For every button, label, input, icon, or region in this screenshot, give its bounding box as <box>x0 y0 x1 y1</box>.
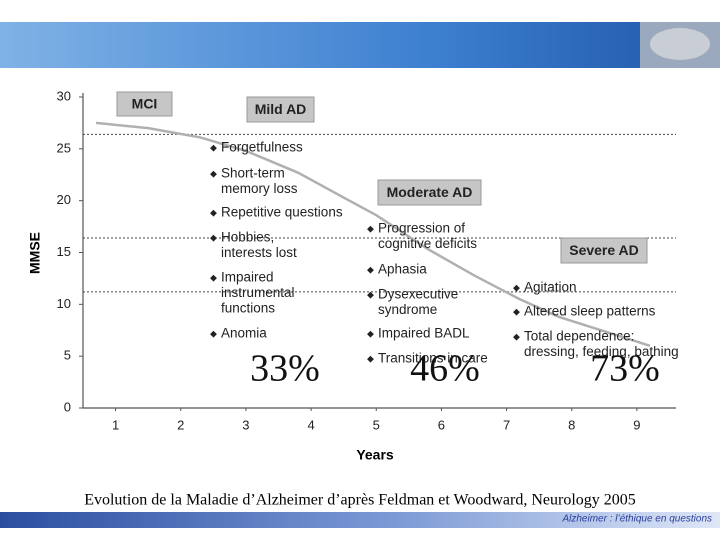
symptom-text: functions <box>221 301 275 316</box>
symptom-text: Aphasia <box>378 262 427 277</box>
bullet: ◆ <box>367 289 374 299</box>
bottom-band <box>0 512 720 528</box>
symptom-text: Forgetfulness <box>221 140 303 155</box>
stage-label: Severe AD <box>569 242 639 258</box>
y-tick-label: 0 <box>64 399 71 414</box>
x-tick-label: 8 <box>568 417 575 432</box>
percentage: 46% <box>410 348 480 390</box>
symptom-text: Anomia <box>221 326 267 341</box>
x-tick-label: 9 <box>633 417 640 432</box>
y-tick-label: 5 <box>64 348 71 363</box>
stage-box <box>560 237 648 264</box>
x-tick-label: 5 <box>373 417 380 432</box>
y-tick-label: 30 <box>57 88 71 103</box>
stage-label: MCI <box>132 96 158 112</box>
bullet: ◆ <box>513 282 520 292</box>
symptom-text: cognitive deficits <box>378 236 477 251</box>
y-tick-label: 20 <box>57 192 71 207</box>
bullet: ◆ <box>367 353 374 363</box>
bullet: ◆ <box>210 207 217 217</box>
banner-image-detail <box>650 28 710 60</box>
x-tick-label: 6 <box>438 417 445 432</box>
symptom-text: interests lost <box>221 245 297 260</box>
symptom-text: Progression of <box>378 221 465 236</box>
bullet: ◆ <box>367 328 374 338</box>
y-tick-label: 10 <box>57 296 71 311</box>
bullet: ◆ <box>210 328 217 338</box>
symptom-text: syndrome <box>378 302 437 317</box>
x-tick-label: 4 <box>307 417 314 432</box>
y-tick-label: 25 <box>57 140 71 155</box>
bullet: ◆ <box>367 223 374 233</box>
bullet: ◆ <box>210 272 217 282</box>
y-axis-label: MMSE <box>27 232 43 274</box>
mmse-curve <box>95 121 651 347</box>
symptom-text: Altered sleep patterns <box>524 304 656 319</box>
bullet: ◆ <box>210 232 217 242</box>
caption: Evolution de la Maladie d’Alzheimer d’ap… <box>84 492 636 509</box>
symptom-text: Total dependence: <box>524 329 634 344</box>
x-axis-label: Years <box>356 447 394 463</box>
symptom-text: Repetitive questions <box>221 205 343 220</box>
stage-label: Moderate AD <box>387 184 473 200</box>
bullet: ◆ <box>210 168 217 178</box>
stage-box <box>246 96 315 123</box>
x-tick-label: 1 <box>112 417 119 432</box>
x-tick-label: 2 <box>177 417 184 432</box>
symptom-text: Impaired <box>221 270 274 285</box>
symptom-text: Hobbies, <box>221 230 274 245</box>
symptom-text: dressing, feeding, bathing <box>524 344 679 359</box>
bullet: ◆ <box>210 142 217 152</box>
symptom-text: instrumental <box>221 285 295 300</box>
bullet: ◆ <box>367 264 374 274</box>
stage-box <box>377 179 482 206</box>
symptom-text: Impaired BADL <box>378 326 470 341</box>
symptom-text: Short-term <box>221 166 285 181</box>
top-banner <box>0 22 720 68</box>
symptom-text: Agitation <box>524 280 577 295</box>
stage-box <box>116 91 173 117</box>
percentage: 33% <box>250 348 320 390</box>
y-tick-label: 15 <box>57 244 71 259</box>
stage-label: Mild AD <box>255 101 307 117</box>
bullet: ◆ <box>513 306 520 316</box>
percentage: 73% <box>590 348 660 390</box>
bullet: ◆ <box>513 331 520 341</box>
symptom-text: Transitions in care <box>378 351 488 366</box>
x-tick-label: 7 <box>503 417 510 432</box>
x-tick-label: 3 <box>242 417 249 432</box>
symptom-text: Dysexecutive <box>378 287 458 302</box>
symptom-text: memory loss <box>221 181 298 196</box>
footer: Alzheimer : l’éthique en questions <box>561 514 712 525</box>
